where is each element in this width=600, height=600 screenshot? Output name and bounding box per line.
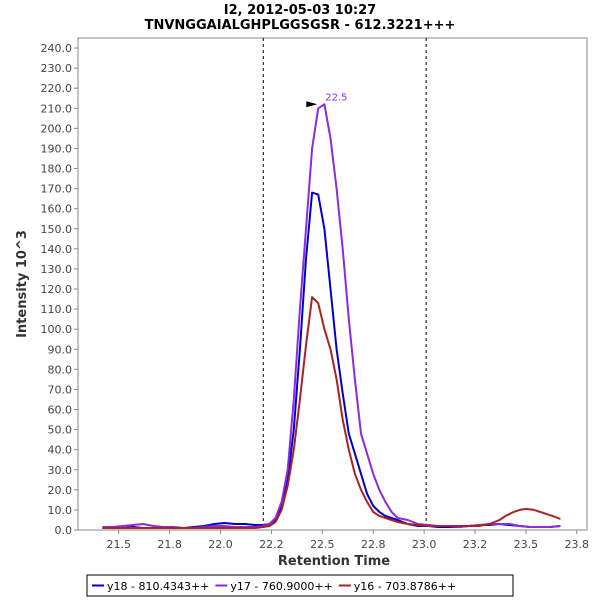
x-tick-label: 22.2 — [259, 538, 284, 551]
x-tick-label: 22.5 — [310, 538, 335, 551]
y-tick-label: 150.0 — [41, 223, 73, 236]
legend: y18 - 810.4343++ y17 - 760.9000++ y16 - 70… — [86, 574, 514, 597]
x-axis-ticks: 21.5 21.8 22.0 22.2 22.5 22.8 23.0 23.2 23.5 23.8 — [106, 530, 589, 551]
y-tick-label: 160.0 — [41, 203, 73, 216]
chart-subtitle: TNVNGGAIALGHPLGGSGSR - 612.3221+++ — [145, 18, 456, 33]
y-tick-label: 170.0 — [41, 183, 73, 196]
y-tick-label: 60.0 — [48, 404, 73, 417]
y-tick-label: 50.0 — [48, 424, 73, 437]
series-line-3 — [102, 296, 561, 529]
x-tick-label: 22.8 — [361, 538, 386, 551]
x-tick-label: 21.8 — [157, 538, 182, 551]
x-tick-label: 23.0 — [412, 538, 437, 551]
y-tick-label: 10.0 — [48, 504, 73, 517]
x-tick-label: 23.8 — [565, 538, 590, 551]
y-tick-label: 200.0 — [41, 122, 73, 135]
legend-label-1: y18 - 810.4343++ — [107, 580, 209, 593]
series-lines — [102, 103, 561, 529]
y-tick-label: 70.0 — [48, 383, 73, 396]
y-tick-label: 40.0 — [48, 444, 73, 457]
plot-area — [77, 37, 588, 531]
x-tick-label: 23.5 — [514, 538, 539, 551]
y-tick-label: 100.0 — [41, 323, 73, 336]
x-axis-label: Retention Time — [278, 554, 390, 569]
y-axis-label: Intensity 10^3 — [15, 230, 30, 338]
legend-items: y18 - 810.4343++ y17 - 760.9000++ y16 - 70… — [92, 580, 456, 593]
y-tick-label: 30.0 — [48, 464, 73, 477]
y-tick-label: 130.0 — [41, 263, 73, 276]
y-tick-label: 80.0 — [48, 363, 73, 376]
y-tick-label: 180.0 — [41, 163, 73, 176]
legend-label-3: y16 - 703.8786++ — [354, 580, 456, 593]
x-tick-label: 23.2 — [463, 538, 488, 551]
x-tick-label: 22.0 — [208, 538, 233, 551]
y-tick-label: 20.0 — [48, 484, 73, 497]
y-tick-label: 240.0 — [41, 42, 73, 55]
peak-arrow — [306, 101, 318, 108]
chart-title: I2, 2012-05-03 10:27 — [224, 3, 376, 18]
y-tick-label: 230.0 — [41, 62, 73, 75]
y-tick-label: 110.0 — [41, 303, 73, 316]
y-axis-ticks: 0.0 10.0 20.0 30.0 40.0 50.0 60.0 70.0 80.0 90.0 1… — [41, 42, 78, 537]
y-tick-label: 210.0 — [41, 102, 73, 115]
peak-marker: 22.5 — [306, 92, 348, 108]
y-tick-label: 0.0 — [55, 524, 73, 537]
y-tick-label: 220.0 — [41, 82, 73, 95]
peak-label: 22.5 — [325, 92, 347, 103]
legend-box — [86, 574, 514, 597]
x-tick-label: 21.5 — [106, 538, 131, 551]
legend-label-2: y17 - 760.9000++ — [230, 580, 332, 593]
peak-boundaries — [262, 38, 427, 530]
y-tick-label: 140.0 — [41, 243, 73, 256]
y-tick-label: 90.0 — [48, 343, 73, 356]
y-tick-label: 120.0 — [41, 283, 73, 296]
y-tick-label: 190.0 — [41, 142, 73, 155]
